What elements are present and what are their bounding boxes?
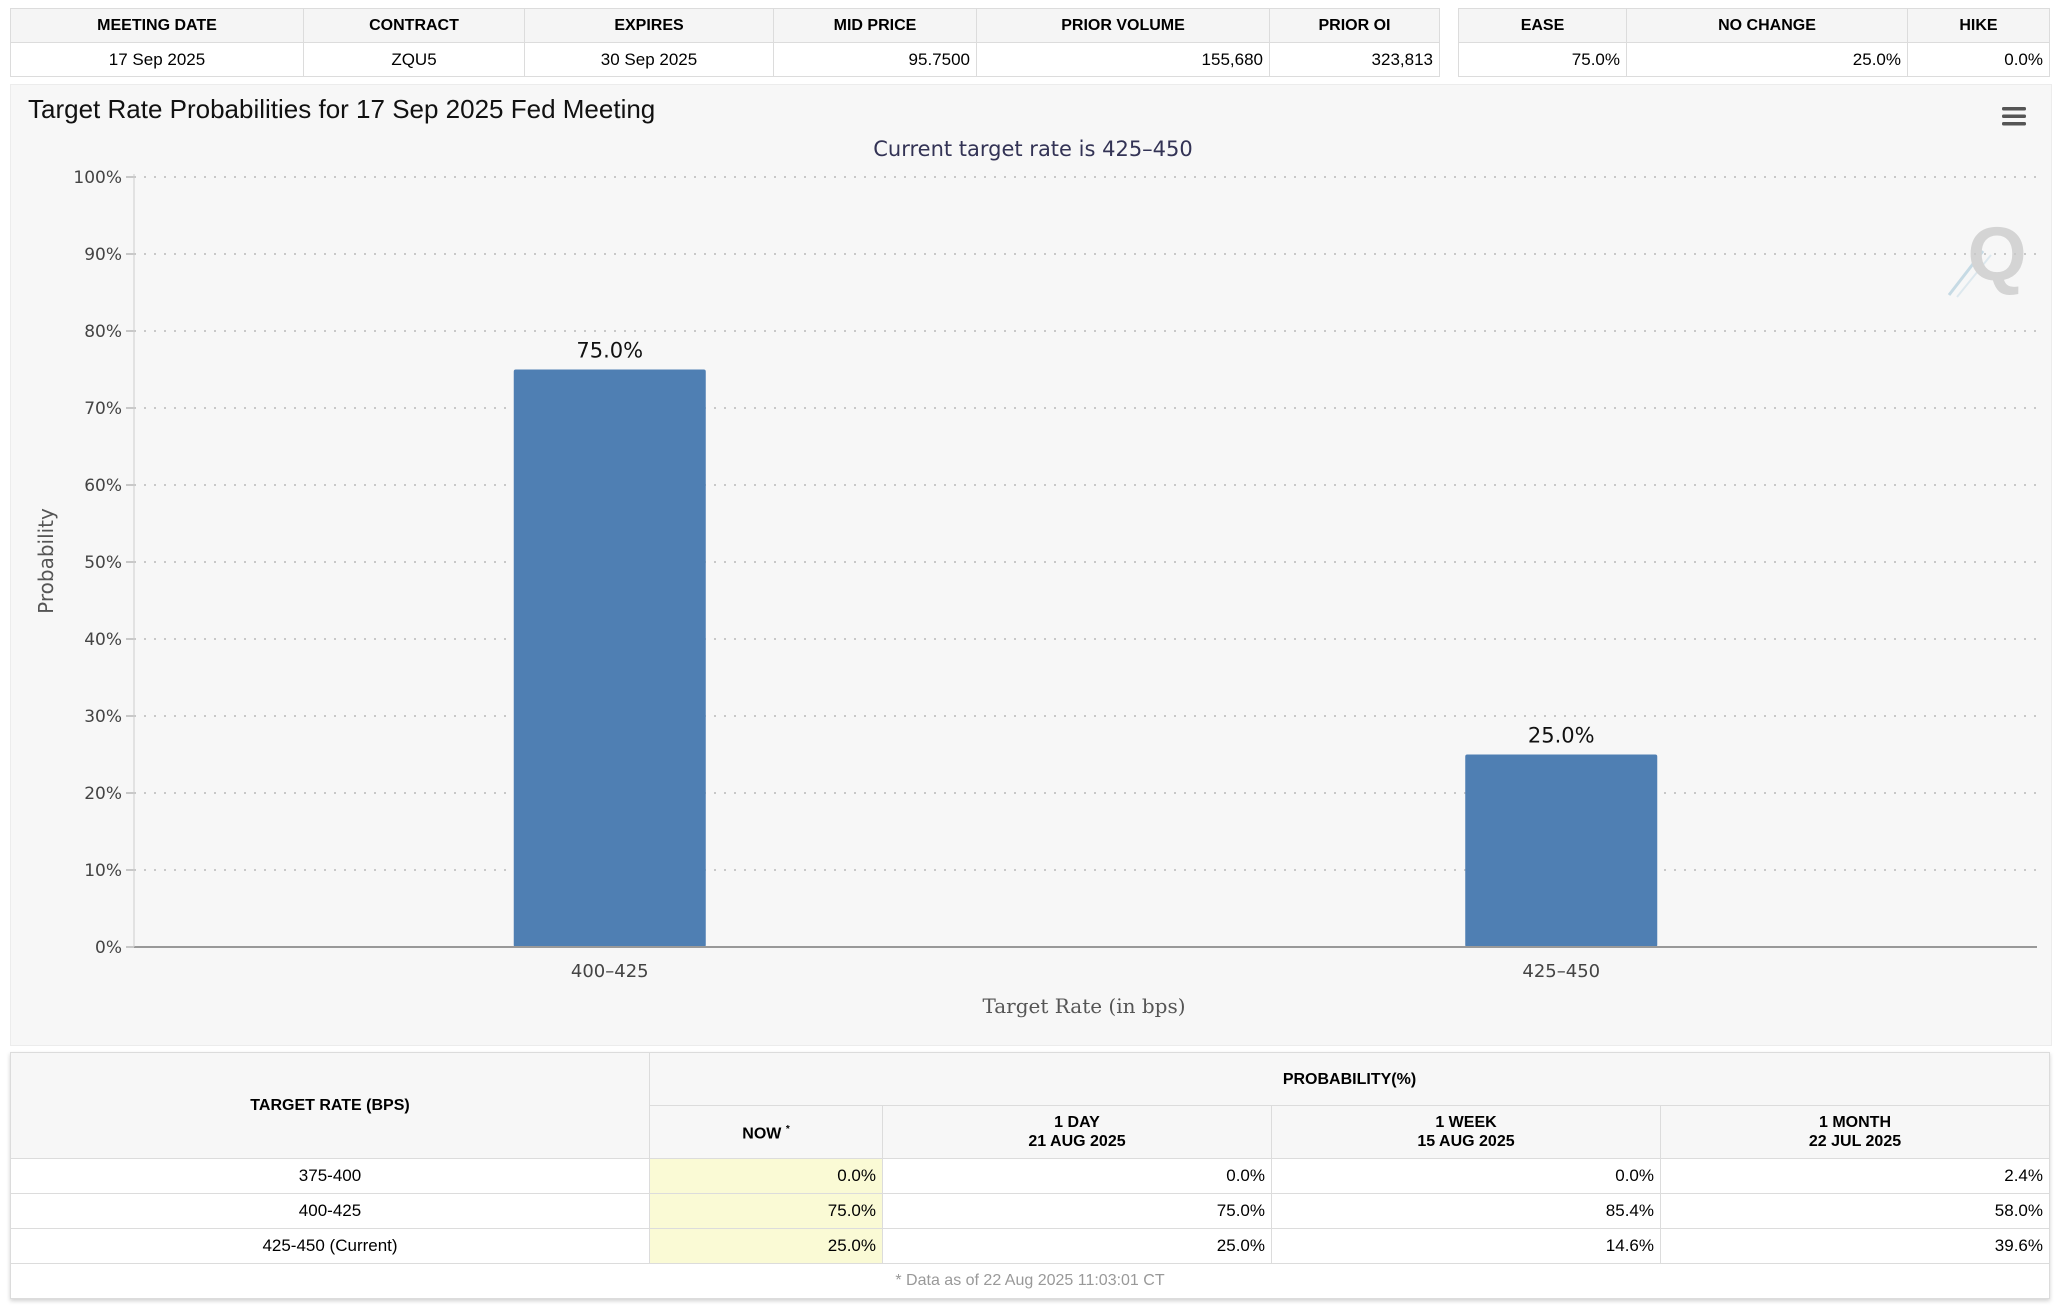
probability-group-header: PROBABILITY(%) <box>649 1052 2050 1106</box>
bars: 75.0% 25.0% <box>513 339 1658 948</box>
table-row: 375-400 0.0% 0.0% 0.0% 2.4% <box>10 1158 2050 1194</box>
target-rate-cell: 425-450 (Current) <box>10 1228 650 1264</box>
now-probability-cell: 25.0% <box>649 1228 883 1264</box>
meeting-date-value: 17 Sep 2025 <box>10 42 304 77</box>
bar-chart: Target Rate Probabilities for 17 Sep 202… <box>28 94 2037 1018</box>
y-tick-label: 60% <box>84 476 122 496</box>
contract-table-header: MEETING DATE CONTRACT EXPIRES MID PRICE … <box>10 8 1440 43</box>
chart-panel: Target Rate Probabilities for 17 Sep 202… <box>10 84 2052 1046</box>
probability-table: TARGET RATE (BPS) PROBABILITY(%) NOW * 1… <box>10 1052 2050 1299</box>
hike-value: 0.0% <box>1907 42 2050 77</box>
now-probability-cell: 75.0% <box>649 1193 883 1229</box>
x-tick-label: 400–425 <box>571 961 649 982</box>
table-row: 425-450 (Current) 25.0% 25.0% 14.6% 39.6… <box>10 1228 2050 1264</box>
y-axis-title: Probability <box>34 508 58 614</box>
y-tick-label: 90% <box>84 245 122 265</box>
summary-table-header: EASE NO CHANGE HIKE <box>1458 8 2050 43</box>
contract-table-row: 17 Sep 2025 ZQU5 30 Sep 2025 95.7500 155… <box>10 42 1440 77</box>
y-tick-label: 30% <box>84 707 122 727</box>
header-no-change: NO CHANGE <box>1626 8 1908 43</box>
bar[interactable] <box>513 369 706 948</box>
probability-table-column-row: NOW * 1 DAY 21 AUG 2025 1 WEEK 15 AUG 20… <box>11 1105 2050 1159</box>
y-tick-label: 0% <box>95 938 122 958</box>
ease-value: 75.0% <box>1458 42 1627 77</box>
column-1-day: 1 DAY 21 AUG 2025 <box>882 1105 1272 1159</box>
contract-value: ZQU5 <box>303 42 525 77</box>
header-hike: HIKE <box>1907 8 2050 43</box>
1-week-probability-cell: 14.6% <box>1271 1228 1661 1264</box>
y-tick-label: 10% <box>84 861 122 881</box>
header-ease: EASE <box>1458 8 1627 43</box>
y-axis-ticks: 0% 10% 20% 30% 40% 50% 60% 70% 80% 90% 100% <box>73 168 134 958</box>
x-tick-label: 425–450 <box>1522 961 1600 982</box>
probability-table-group-row: TARGET RATE (BPS) PROBABILITY(%) <box>10 1052 2050 1159</box>
column-1-week-date: 15 AUG 2025 <box>1417 1133 1515 1150</box>
table-row: 400-425 75.0% 75.0% 85.4% 58.0% <box>10 1193 2050 1229</box>
header-prior-volume: PRIOR VOLUME <box>976 8 1270 43</box>
x-axis-title: Target Rate (in bps) <box>982 994 1185 1018</box>
column-1-day-date: 21 AUG 2025 <box>1028 1133 1126 1150</box>
now-probability-cell: 0.0% <box>649 1158 883 1194</box>
grid-lines <box>134 176 2037 871</box>
y-tick-label: 40% <box>84 630 122 650</box>
target-rate-cell: 375-400 <box>10 1158 650 1194</box>
1-week-probability-cell: 0.0% <box>1271 1158 1661 1194</box>
y-tick-label: 50% <box>84 553 122 573</box>
1-month-probability-cell: 39.6% <box>1660 1228 2050 1264</box>
column-now-label: NOW <box>742 1125 782 1143</box>
header-mid-price: MID PRICE <box>773 8 977 43</box>
contract-table: MEETING DATE CONTRACT EXPIRES MID PRICE … <box>10 8 1440 77</box>
bar[interactable] <box>1465 754 1658 948</box>
y-tick-label: 100% <box>73 168 122 188</box>
y-tick-label: 70% <box>84 399 122 419</box>
y-tick-label: 80% <box>84 322 122 342</box>
1-day-probability-cell: 25.0% <box>882 1228 1272 1264</box>
chart-panel-title: Target Rate Probabilities for 17 Sep 202… <box>28 94 655 124</box>
column-1-week: 1 WEEK 15 AUG 2025 <box>1271 1105 1661 1159</box>
chart-subtitle: Current target rate is 425–450 <box>873 137 1193 161</box>
footnote-row: * Data as of 22 Aug 2025 11:03:01 CT <box>10 1263 2050 1299</box>
1-day-probability-cell: 75.0% <box>882 1193 1272 1229</box>
column-1-month-date: 22 JUL 2025 <box>1808 1133 1902 1150</box>
mid-price-value: 95.7500 <box>773 42 977 77</box>
data-timestamp-footnote: * Data as of 22 Aug 2025 11:03:01 CT <box>10 1263 2050 1299</box>
target-rate-cell: 400-425 <box>10 1193 650 1229</box>
column-1-day-label: 1 DAY <box>1054 1114 1100 1131</box>
1-day-probability-cell: 0.0% <box>882 1158 1272 1194</box>
bar-data-label: 25.0% <box>1528 724 1595 748</box>
column-now-footnote-mark: * <box>785 1124 790 1136</box>
svg-text:Q: Q <box>1967 212 2026 297</box>
prior-volume-value: 155,680 <box>976 42 1270 77</box>
column-1-month-label: 1 MONTH <box>1819 1114 1891 1131</box>
target-rate-header: TARGET RATE (BPS) <box>10 1052 650 1159</box>
cme-fedwatch-q-logo: Q <box>1947 212 2027 298</box>
ease-hike-summary-table: EASE NO CHANGE HIKE 75.0% 25.0% 0.0% <box>1458 8 2050 77</box>
column-now: NOW * <box>649 1105 883 1159</box>
no-change-value: 25.0% <box>1626 42 1908 77</box>
x-axis-ticks: 400–425 425–450 <box>571 961 1600 982</box>
header-meeting-date: MEETING DATE <box>10 8 304 43</box>
header-prior-oi: PRIOR OI <box>1269 8 1440 43</box>
header-expires: EXPIRES <box>524 8 774 43</box>
prior-oi-value: 323,813 <box>1269 42 1440 77</box>
header-contract: CONTRACT <box>303 8 525 43</box>
1-week-probability-cell: 85.4% <box>1271 1193 1661 1229</box>
hamburger-menu-icon[interactable] <box>1995 103 2031 135</box>
column-1-week-label: 1 WEEK <box>1435 1114 1497 1131</box>
bar-data-label: 75.0% <box>576 339 643 363</box>
1-month-probability-cell: 58.0% <box>1660 1193 2050 1229</box>
y-tick-label: 20% <box>84 784 122 804</box>
column-1-month: 1 MONTH 22 JUL 2025 <box>1660 1105 2050 1159</box>
1-month-probability-cell: 2.4% <box>1660 1158 2050 1194</box>
expires-value: 30 Sep 2025 <box>524 42 774 77</box>
summary-table-row: 75.0% 25.0% 0.0% <box>1458 42 2050 77</box>
